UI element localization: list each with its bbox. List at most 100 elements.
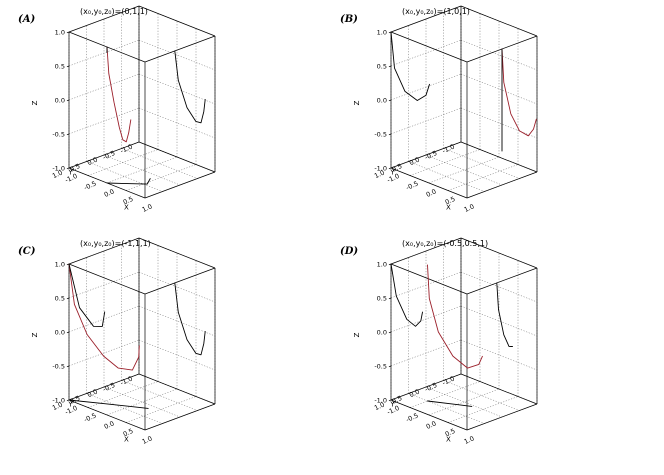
axis-frame-edge [144,267,216,295]
panel-title: (x₀,y₀,z₀)=(0,1,1) [80,7,148,16]
grid-line [443,380,520,411]
z-tick-label: 0.0 [377,329,387,337]
z-tick-mark [388,297,392,300]
z-tick-label: -1.0 [374,397,387,405]
trajectory-line [501,48,537,137]
trajectory-line [174,50,206,124]
grid-line [408,161,485,192]
axis-frame-edge [68,237,140,265]
x-tick-label: 0.0 [103,419,116,431]
grid-line [138,39,216,71]
z-tick-mark [388,133,392,136]
grid-line [390,39,462,67]
grid-line [121,380,198,411]
grid-line [138,107,216,139]
z-axis-label: Z [353,332,361,337]
panel-title: (x₀,y₀,z₀)=(-1,1,1) [80,239,151,248]
x-tick-label: -0.5 [83,179,98,192]
x-tick-label: -1.0 [64,404,79,417]
y-axis-label: Y [67,400,73,408]
panel-label: (B) [340,14,358,25]
x-tick-label: 0.5 [444,427,457,439]
grid-line [460,271,538,303]
x-tick-label: -0.5 [83,411,98,424]
axis-frame-edge [68,141,140,169]
x-tick-label: 0.5 [122,195,135,207]
grid-line [138,73,216,105]
z-tick-label: 0.0 [55,329,65,337]
trajectory-line [496,282,513,347]
z-tick-label: 0.5 [377,63,387,71]
y-axis-label: Y [67,168,73,176]
y-tick-label: 1.0 [51,401,64,413]
grid-line [460,73,538,105]
axis-frame-edge [390,373,462,401]
axis-frame-edge [460,373,538,405]
panel-label: (A) [18,14,35,25]
axis-frame-edge [138,373,216,405]
y-tick-label: 1.0 [51,169,64,181]
grid-line [447,396,519,423]
x-axis-label: X [124,436,129,444]
z-tick-label: 1.0 [55,261,65,269]
grid-line [460,107,538,139]
grid-line [103,386,181,418]
grid-line [86,161,163,192]
trajectory-line [390,263,423,327]
x-tick-label: 0.5 [444,195,457,207]
axis-frame-edge [68,399,146,431]
grid-line [460,305,538,337]
grid-line [425,154,503,186]
x-tick-label: 1.0 [141,202,154,214]
grid-line [138,339,216,371]
panel-title: (x₀,y₀,z₀)=(-0.5,0.5,1) [402,239,488,248]
grid-line [428,388,500,416]
z-tick-mark [66,65,70,68]
x-tick-label: 0.5 [122,427,135,439]
x-tick-label: 0.0 [103,187,116,199]
z-tick-label: 1.0 [55,29,65,37]
axis-frame-edge [460,141,538,173]
x-tick-label: 1.0 [463,434,476,446]
grid-line [103,154,181,186]
y-tick-label: 1.0 [373,401,386,413]
z-tick-mark [388,99,392,102]
z-tick-label: -1.0 [374,165,387,173]
axis-frame-edge [144,403,216,431]
axis-frame-edge [460,237,538,269]
x-tick-label: 0.0 [425,419,438,431]
axis-frame-edge [390,141,462,169]
z-tick-label: -0.5 [52,131,65,139]
z-tick-label: 0.5 [55,63,65,71]
x-tick-label: 1.0 [463,202,476,214]
y-tick-label: 0.5 [391,394,404,406]
axis-frame-edge [138,5,216,37]
axis-frame-edge [390,237,462,265]
axis-frame-edge [390,263,468,295]
axis-frame-edge [138,141,216,173]
z-axis-label: Z [31,332,39,337]
grid-line [68,305,140,333]
z-tick-label: 0.0 [377,97,387,105]
x-axis-label: X [446,436,451,444]
trajectory-line [106,46,132,143]
z-tick-mark [388,365,392,368]
grid-line [68,271,140,299]
chart-panel-d: 1.00.50.0-0.5-1.0Z-1.0-0.50.00.51.0 Y-1.0… [340,237,538,446]
y-tick-label: 0.0 [86,156,99,168]
trajectory-line [427,264,483,369]
y-axis-label: Y [389,400,395,408]
grid-line [106,156,178,184]
z-tick-label: -1.0 [52,397,65,405]
axis-frame-edge [138,237,216,269]
grid-line [460,39,538,71]
z-tick-mark [66,331,70,334]
grid-line [428,156,500,184]
grid-line [425,386,503,418]
trajectory-line [68,263,140,371]
z-tick-label: 0.0 [55,97,65,105]
grid-line [443,148,520,179]
grid-line [125,164,197,191]
z-tick-label: -1.0 [52,165,65,173]
